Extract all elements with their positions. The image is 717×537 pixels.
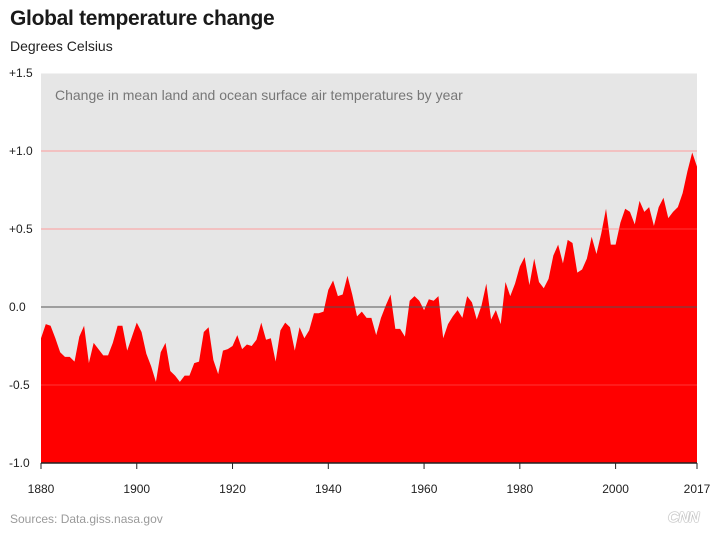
y-tick-label-5: +1.5 <box>9 66 33 80</box>
x-tick-label-3: 1940 <box>315 482 342 496</box>
chart-title: Global temperature change <box>10 7 275 30</box>
x-tick-label-0: 1880 <box>28 482 55 496</box>
source-note: Sources: Data.giss.nasa.gov <box>10 512 163 526</box>
chart-subtitle: Degrees Celsius <box>10 38 113 54</box>
x-tick-label-7: 2017 <box>684 482 711 496</box>
chart-annotation: Change in mean land and ocean surface ai… <box>55 87 463 103</box>
y-tick-label-1: -0.5 <box>9 378 30 392</box>
x-tick-label-5: 1980 <box>506 482 533 496</box>
x-tick-label-1: 1900 <box>123 482 150 496</box>
x-tick-label-4: 1960 <box>411 482 438 496</box>
y-tick-label-2: 0.0 <box>9 300 26 314</box>
cnn-logo: CNN <box>668 509 700 526</box>
y-tick-label-0: -1.0 <box>9 456 30 470</box>
x-tick-label-6: 2000 <box>602 482 629 496</box>
y-tick-label-4: +1.0 <box>9 144 33 158</box>
y-tick-label-3: +0.5 <box>9 222 33 236</box>
x-tick-label-2: 1920 <box>219 482 246 496</box>
